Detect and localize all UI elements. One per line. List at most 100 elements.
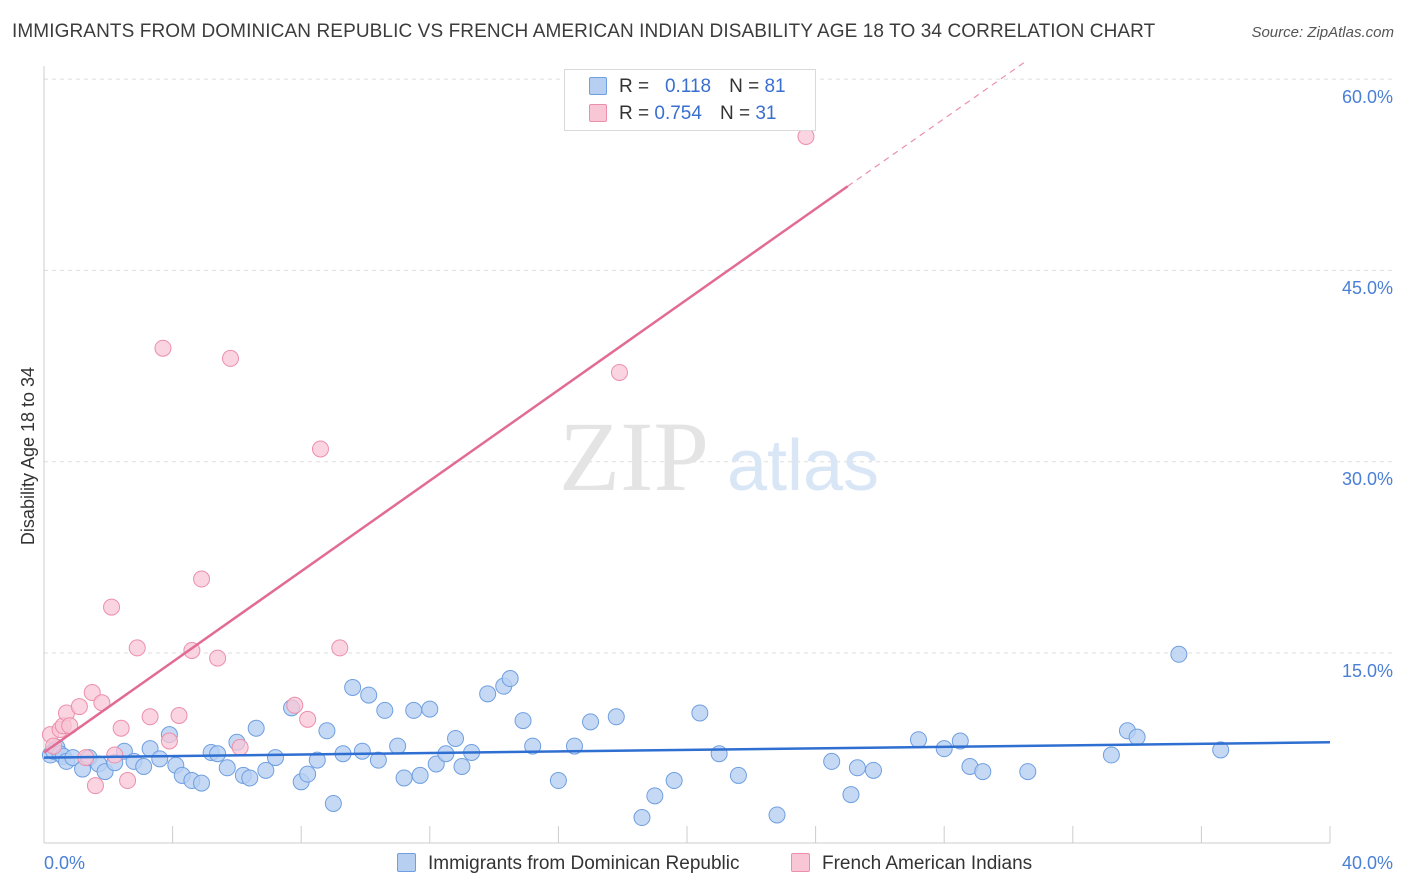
dominican-point (257, 761, 275, 779)
dominican-point (1170, 645, 1188, 663)
french-point (70, 698, 88, 716)
axes (43, 66, 1331, 844)
dominican-point (1019, 763, 1037, 781)
french-trend-extension (847, 59, 1029, 187)
dominican-point (360, 686, 378, 704)
dominican-point (607, 708, 625, 726)
dominican-point (447, 729, 465, 747)
french-point (311, 440, 329, 458)
dominican-point (151, 750, 169, 768)
dominican-trend-line (43, 741, 1331, 759)
trend-lines (43, 59, 1331, 759)
y-tick-15: 15.0% (1342, 661, 1393, 681)
dominican-point (909, 731, 927, 749)
dominican-point (193, 774, 211, 792)
dominican-point (974, 763, 992, 781)
dominican-point (324, 794, 342, 812)
dominican-point (299, 765, 317, 783)
dominican-point (951, 732, 969, 750)
source-label: Source: ZipAtlas.com (1251, 24, 1394, 41)
french-point (103, 598, 121, 616)
dominican-point (241, 769, 259, 787)
legend-row-dominican: R = 0.118 N = 81 (589, 76, 786, 100)
dominican-point (1128, 728, 1146, 746)
dominican-point (842, 786, 860, 804)
dominican-point (266, 749, 284, 767)
dominican-point (421, 700, 439, 718)
dominican-point (582, 713, 600, 731)
dominican-point (646, 787, 664, 805)
dominican-point (369, 751, 387, 769)
french-trend-line (43, 185, 849, 754)
french-point (119, 772, 137, 790)
y-tick-60: 60.0% (1342, 87, 1393, 107)
dominican-point (479, 685, 497, 703)
bottom-legend-swatch-blue (397, 853, 416, 872)
french-point (193, 570, 211, 588)
dominican-point (710, 745, 728, 763)
french-point (231, 738, 249, 756)
bottom-legend-french: French American Indians (791, 853, 1032, 875)
dominican-point (135, 758, 153, 776)
bottom-legend-dominican: Immigrants from Dominican Republic (397, 853, 740, 875)
dominican-point (524, 737, 542, 755)
french-point (286, 696, 304, 714)
watermark-atlas: atlas (727, 426, 879, 506)
dominican-point (665, 772, 683, 790)
dominican-point (864, 761, 882, 779)
french-point (106, 746, 124, 764)
watermark: ZIP atlas (559, 401, 879, 512)
dominican-point (935, 740, 953, 758)
y-tick-30: 30.0% (1342, 469, 1393, 489)
dominican-point (209, 745, 227, 763)
watermark-zip: ZIP (559, 401, 709, 512)
dominican-point (633, 809, 651, 827)
french-point (160, 732, 178, 750)
dominican-point (514, 712, 532, 730)
dominican-point (1102, 746, 1120, 764)
dominican-point (691, 704, 709, 722)
dominican-point (395, 769, 413, 787)
x-tick-min: 0.0% (44, 853, 85, 873)
french-point (86, 777, 104, 795)
series-french-points (41, 128, 815, 795)
dominican-point (218, 759, 236, 777)
bottom-legend-swatch-pink (791, 853, 810, 872)
french-point (141, 708, 159, 726)
french-point (154, 339, 172, 357)
x-tick-max: 40.0% (1342, 853, 1393, 873)
correlation-legend: R = 0.118 N = 81 R = 0.754 N = 31 (564, 69, 816, 131)
dominican-point (247, 719, 265, 737)
dominican-point (405, 701, 423, 719)
dominican-point (344, 678, 362, 696)
dominican-point (848, 759, 866, 777)
french-point (170, 706, 188, 724)
y-axis-label: Disability Age 18 to 34 (18, 367, 38, 545)
dominican-point (823, 752, 841, 770)
legend-swatch-pink (589, 104, 607, 122)
dominican-point (1212, 741, 1230, 759)
dominican-point (501, 670, 519, 688)
dominican-point (376, 701, 394, 719)
french-point (221, 349, 239, 367)
legend-swatch-blue (589, 77, 607, 95)
series-dominican-points (41, 645, 1230, 827)
dominican-point (768, 806, 786, 824)
dominican-point (318, 722, 336, 740)
dominican-point (453, 758, 471, 776)
dominican-point (389, 737, 407, 755)
french-point (331, 639, 349, 657)
y-tick-45: 45.0% (1342, 278, 1393, 298)
french-point (610, 363, 628, 381)
dominican-point (308, 751, 326, 769)
grid-lines (44, 78, 1393, 654)
french-point (128, 639, 146, 657)
dominican-point (411, 766, 429, 784)
french-point (112, 719, 130, 737)
dominican-point (549, 772, 567, 790)
french-point (209, 649, 227, 667)
french-point (299, 710, 317, 728)
dominican-point (353, 742, 371, 760)
legend-row-french: R = 0.754 N = 31 (589, 103, 776, 127)
